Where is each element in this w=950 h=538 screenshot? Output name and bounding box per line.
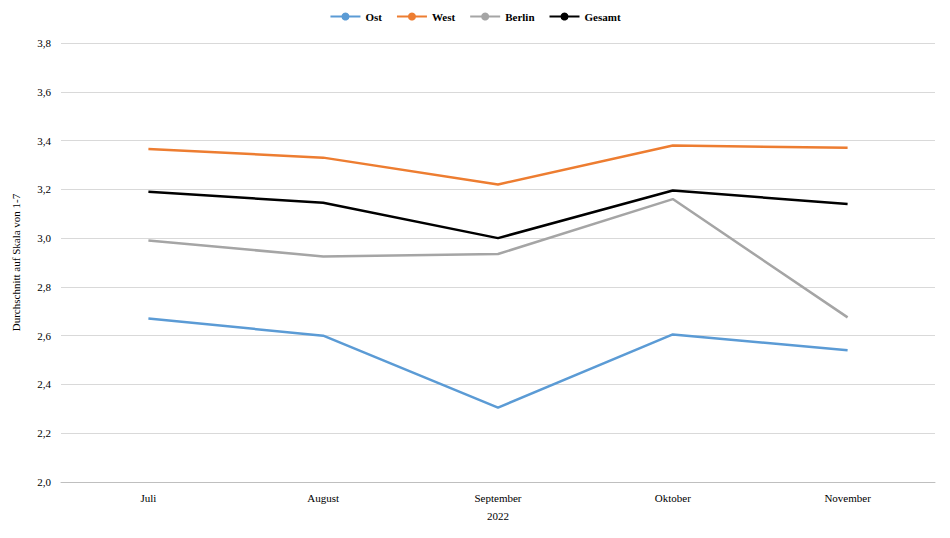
svg-text:2,0: 2,0 <box>37 476 51 488</box>
svg-text:Juli: Juli <box>140 492 156 504</box>
svg-text:2,4: 2,4 <box>37 378 51 390</box>
svg-text:Gesamt: Gesamt <box>585 11 621 23</box>
svg-text:3,4: 3,4 <box>37 135 51 147</box>
svg-text:West: West <box>432 11 456 23</box>
svg-text:November: November <box>824 492 871 504</box>
svg-text:Durchschnitt auf Skala von 1-7: Durchschnitt auf Skala von 1-7 <box>10 193 22 331</box>
svg-text:Oktober: Oktober <box>655 492 691 504</box>
svg-text:2,6: 2,6 <box>37 330 51 342</box>
svg-text:3,0: 3,0 <box>37 232 51 244</box>
svg-text:September: September <box>474 492 521 504</box>
svg-text:3,6: 3,6 <box>37 86 51 98</box>
svg-text:Berlin: Berlin <box>505 11 534 23</box>
svg-text:August: August <box>307 492 339 504</box>
svg-text:2,2: 2,2 <box>37 427 51 439</box>
svg-text:3,8: 3,8 <box>37 37 51 49</box>
svg-text:Ost: Ost <box>365 11 382 23</box>
svg-text:3,2: 3,2 <box>37 183 51 195</box>
svg-text:2022: 2022 <box>487 510 509 522</box>
svg-text:2,8: 2,8 <box>37 281 51 293</box>
